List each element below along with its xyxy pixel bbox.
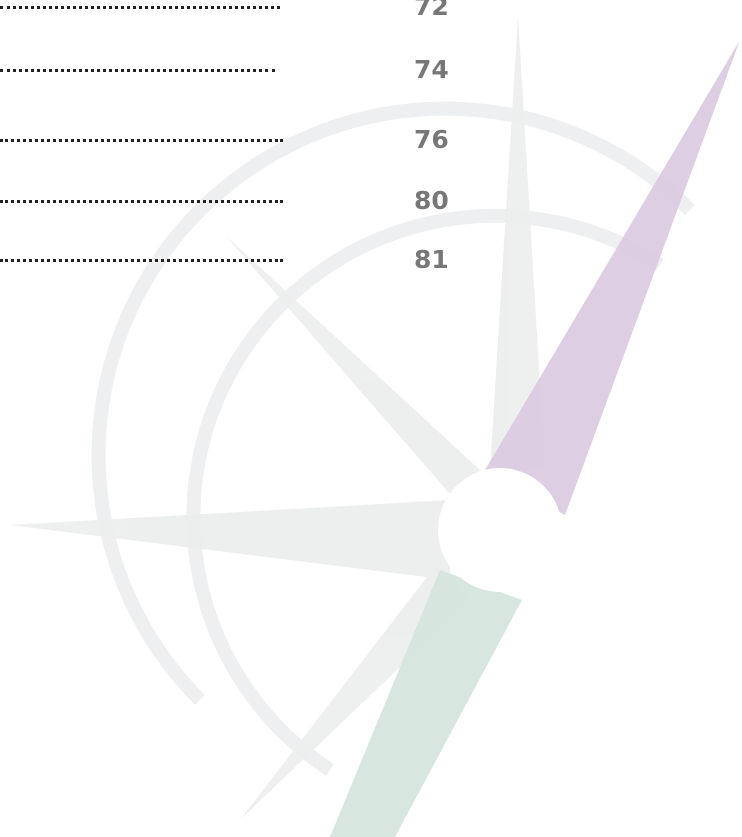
dot-leader	[0, 6, 280, 9]
dot-leader	[0, 200, 283, 203]
page-number: 74	[414, 55, 449, 85]
dot-leader	[0, 139, 283, 142]
compass-hub	[438, 468, 562, 592]
compass-point	[10, 500, 450, 580]
page-number: 80	[414, 186, 449, 216]
dot-leader	[0, 69, 275, 72]
dot-leader	[0, 259, 283, 262]
page-number: 76	[414, 125, 449, 155]
page-number: 81	[414, 245, 449, 275]
compass-graphic	[0, 0, 742, 837]
page-number: 72	[414, 0, 449, 22]
page: 72 74 76 80 81	[0, 0, 742, 837]
